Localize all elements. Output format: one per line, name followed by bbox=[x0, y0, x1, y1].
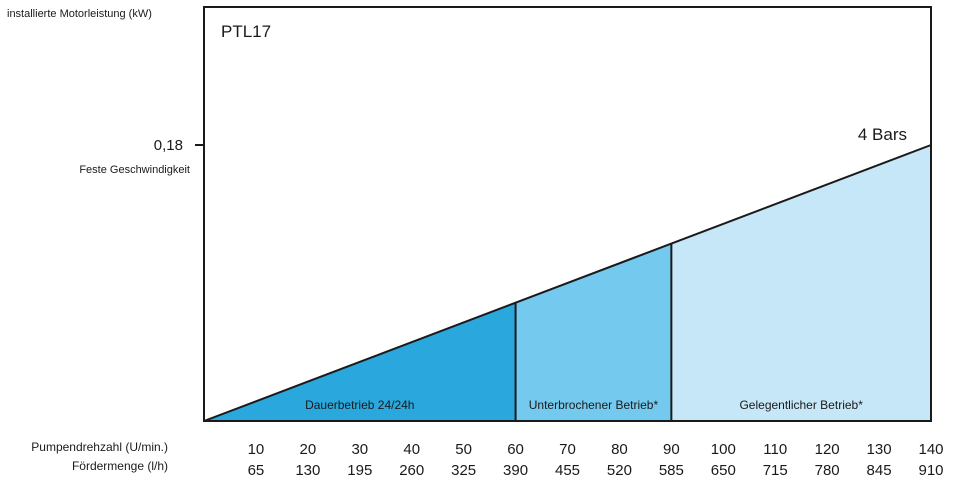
y-tick-label: 0,18 bbox=[154, 137, 183, 154]
x-tick-label-row1-120: 120 bbox=[815, 441, 840, 458]
x-tick-label-row1-50: 50 bbox=[455, 441, 472, 458]
x-tick-label-row1-90: 90 bbox=[663, 441, 680, 458]
x-tick-label-row2-65: 65 bbox=[248, 462, 265, 477]
chart-title: PTL17 bbox=[221, 22, 271, 41]
x-tick-label-row2-195: 195 bbox=[347, 462, 372, 477]
x-tick-label-row1-140: 140 bbox=[918, 441, 943, 458]
y-axis-label: installierte Motorleistung (kW) bbox=[7, 8, 152, 20]
plot-frame bbox=[203, 6, 932, 422]
x-tick-label-row2-520: 520 bbox=[607, 462, 632, 477]
x-tick-label-row2-325: 325 bbox=[451, 462, 476, 477]
x-tick-label-row2-390: 390 bbox=[503, 462, 528, 477]
x-tick-label-row1-10: 10 bbox=[248, 441, 265, 458]
zone-label-gelegentlicher-betrieb: Gelegentlicher Betrieb* bbox=[739, 398, 863, 412]
x-tick-label-row1-110: 110 bbox=[763, 441, 787, 458]
y-tick-sublabel: Feste Geschwindigkeit bbox=[79, 164, 190, 176]
x-tick-label-row1-60: 60 bbox=[507, 441, 524, 458]
zone-labels: Dauerbetrieb 24/24h Unterbrochener Betrie… bbox=[305, 398, 863, 412]
series-label-4-bars: 4 Bars bbox=[858, 125, 907, 144]
x-tick-label-row1-130: 130 bbox=[867, 441, 892, 458]
x-tick-label-row1-20: 20 bbox=[300, 441, 317, 458]
zone-label-unterbrochener-betrieb: Unterbrochener Betrieb* bbox=[529, 398, 659, 412]
x-tick-label-row2-130: 130 bbox=[295, 462, 320, 477]
x-tick-label-row1-80: 80 bbox=[611, 441, 628, 458]
series-line-4-bars bbox=[203, 144, 932, 422]
x-tick-label-row1-70: 70 bbox=[559, 441, 576, 458]
x-tick-label-row2-260: 260 bbox=[399, 462, 424, 477]
zone-label-dauerbetrieb-24-24h: Dauerbetrieb 24/24h bbox=[305, 398, 414, 412]
x-tick-label-row2-910: 910 bbox=[918, 462, 943, 477]
x-tick-label-row1-100: 100 bbox=[711, 441, 736, 458]
zone-unterbrochener-betrieb bbox=[515, 243, 672, 421]
x-tick-label-row2-845: 845 bbox=[867, 462, 892, 477]
x-axis-label-speed: Pumpendrehzahl (U/min.) bbox=[31, 440, 168, 454]
x-tick-label-row2-650: 650 bbox=[711, 462, 736, 477]
x-tick-label-row1-30: 30 bbox=[351, 441, 368, 458]
zone-gelegentlicher-betrieb bbox=[671, 145, 931, 421]
x-tick-label-row2-455: 455 bbox=[555, 462, 580, 477]
x-tick-label-row1-40: 40 bbox=[403, 441, 420, 458]
x-axis-label-flow: Fördermenge (l/h) bbox=[72, 459, 168, 473]
x-tick-labels: 10 20 30 40 50 60 70 80 90 100 110 120 130 140 65 130 19… bbox=[248, 441, 944, 477]
zone-dividers bbox=[514, 243, 673, 421]
x-tick-label-row2-715: 715 bbox=[763, 462, 788, 477]
x-tick-label-row2-585: 585 bbox=[659, 462, 684, 477]
x-tick-label-row2-780: 780 bbox=[815, 462, 840, 477]
